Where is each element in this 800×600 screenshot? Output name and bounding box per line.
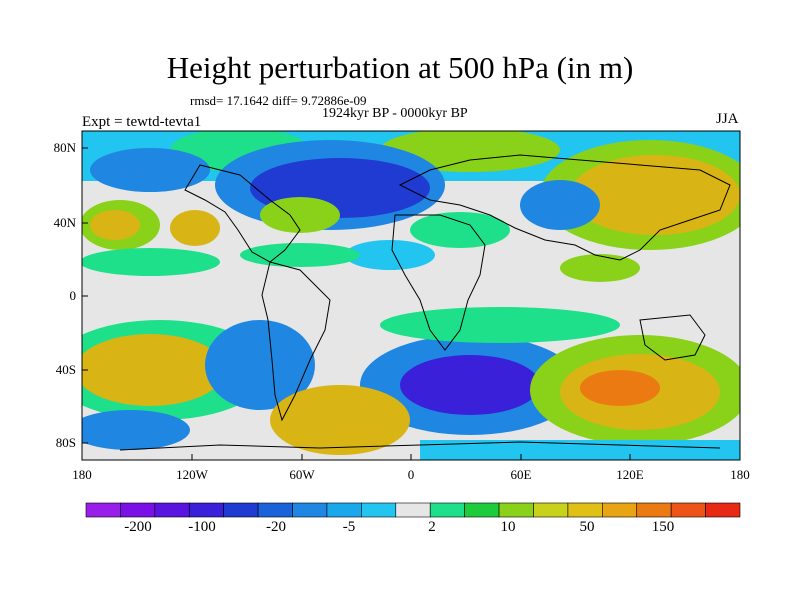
lon-tick-label: 180 [730,467,750,482]
na-positive [170,210,220,246]
lon-tick-label: 180 [72,467,92,482]
sh-atlantic-negative-core [400,355,540,415]
subtropic-negative [345,240,435,270]
colorbar-swatch [326,502,362,518]
colorbar-swatch [705,502,741,518]
antarctic-negative-west [82,410,190,450]
colorbar-swatch [85,502,121,518]
axis-ticks [81,147,741,460]
map-title: Height perturbation at 500 hPa (in m) [166,50,634,85]
colorbar-label: 2 [428,519,436,535]
australia-outline [639,314,706,361]
colorbar-label: 10 [500,519,516,535]
colorbar-swatch [120,502,156,518]
lon-tick-label: 120E [616,467,644,482]
lon-tick-label: 60W [289,467,315,482]
colorbar-swatch [602,502,638,518]
colorbar [85,502,741,518]
lat-tick-label: 40S [55,362,76,377]
coastlines [119,154,731,451]
colorbar-swatch [533,502,569,518]
colorbar-swatch [257,502,293,518]
colorbar-swatch [429,502,465,518]
colorbar-swatch [188,502,224,518]
period-line: 1924kyr BP - 0000kyr BP [322,106,468,121]
india-positive [560,254,640,282]
lat-tick-label: 80N [53,140,76,155]
sa-negative [205,320,315,410]
mideast-negative [520,180,600,230]
lat-tick-label: 0 [69,288,77,303]
tropical-green-west [82,248,220,276]
colorbar-label: -100 [188,519,216,535]
antarctic-negative-band [420,440,740,460]
colorbar-label: 150 [651,519,675,535]
colorbar-swatch [670,502,706,518]
africa-green [410,212,510,248]
lat-tick-label: 80S [55,435,76,450]
colorbar-label: -5 [342,519,356,535]
nh-pacific-negative [90,148,210,192]
sh-subtropic-green [380,307,620,343]
colorbar-swatch [223,502,259,518]
asia-positive-core [570,155,740,235]
sh-indian-positive-core [580,370,660,406]
colorbar-label: 50 [579,519,595,535]
lon-tick-label: 60E [510,467,532,482]
contour-field [82,131,740,460]
experiment-label: Expt = tewtd-tevta1 [82,114,202,130]
pacific-positive-core [90,210,140,240]
eurasia-outline [398,154,731,261]
south-america-outline [261,261,331,422]
tropical-green-mid [240,243,360,267]
colorbar-swatch [498,502,534,518]
atlantic-positive [260,197,340,233]
sh-pacific-positive [82,334,225,406]
colorbar-label: -20 [266,519,286,535]
colorbar-label: -200 [124,519,152,535]
colorbar-swatch [464,502,500,518]
sh-southatlantic-positive [270,385,410,455]
lon-tick-label: 0 [407,467,415,482]
colorbar-swatch [361,502,397,518]
season-label: JJA [716,111,739,127]
colorbar-swatch [292,502,328,518]
colorbar-swatch [567,502,603,518]
lat-tick-label: 40N [53,215,76,230]
lon-tick-label: 120W [176,467,208,482]
africa-outline [391,214,486,351]
colorbar-swatch [154,502,190,518]
colorbar-swatch [636,502,672,518]
antarctica-outline [119,441,721,451]
stats-line: rmsd= 17.1642 diff= 9.72886e-09 [190,93,367,108]
colorbar-swatch [395,502,431,518]
